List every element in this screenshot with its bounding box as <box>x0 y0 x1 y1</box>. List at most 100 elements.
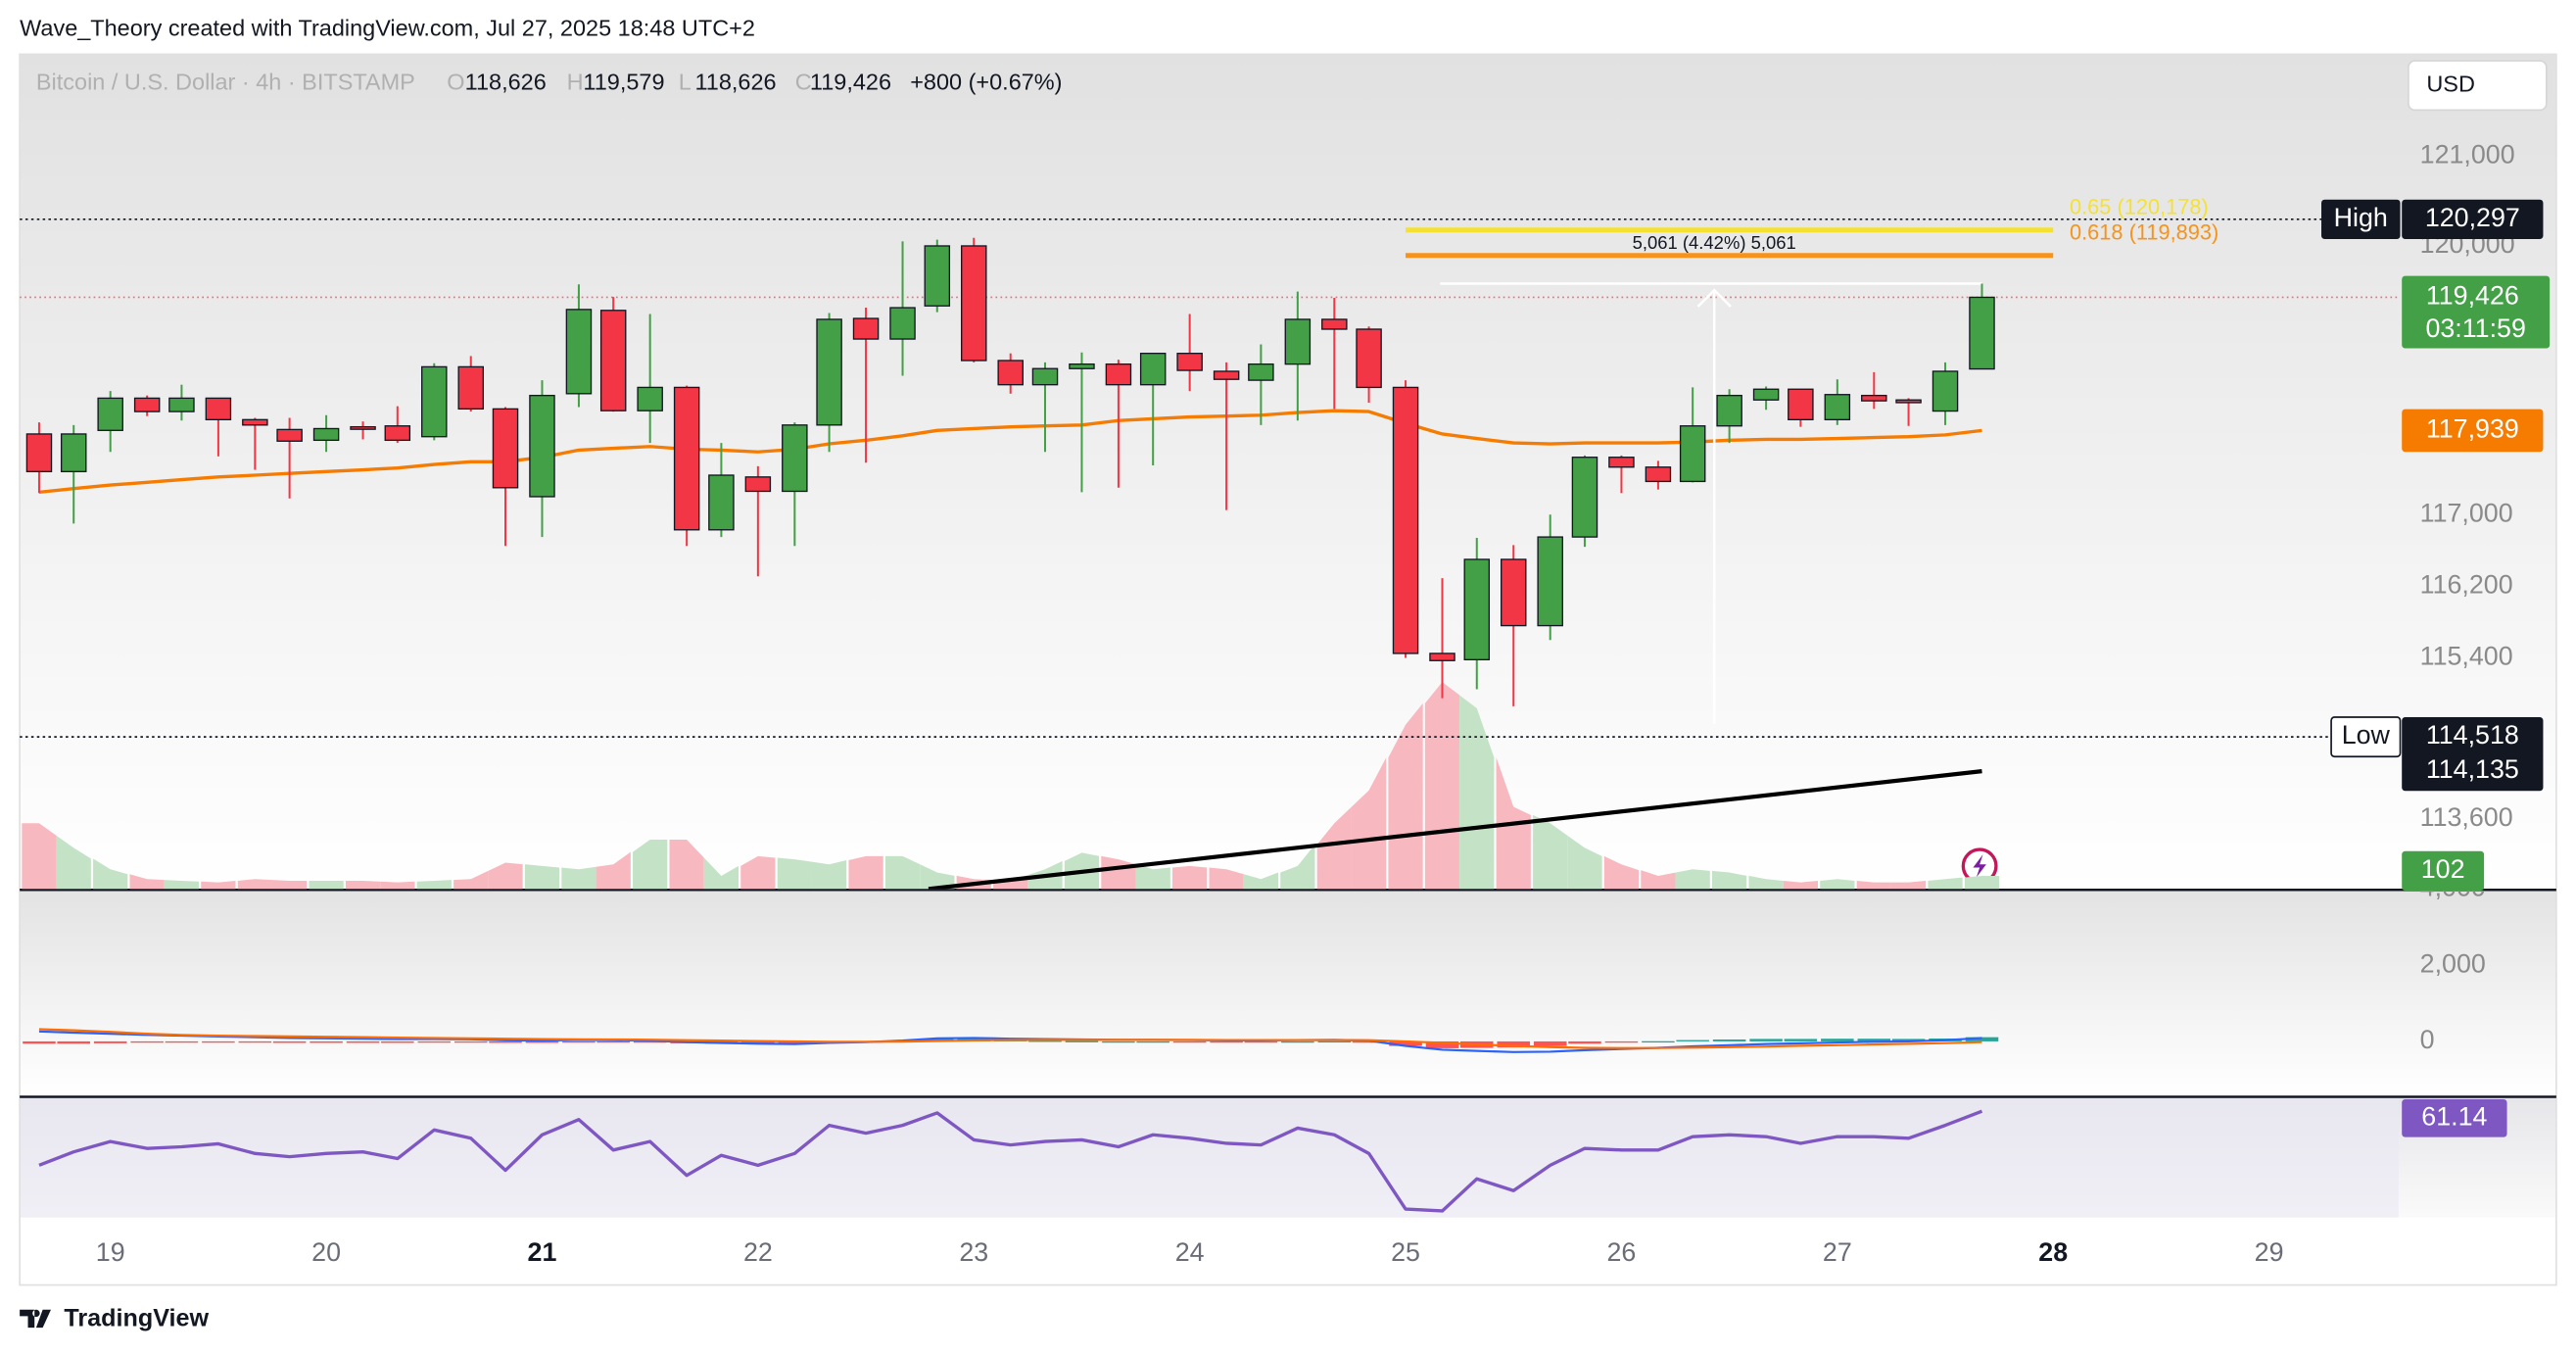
logo: TradingView <box>20 1304 209 1331</box>
volume-area <box>561 866 596 890</box>
x-tick-label: 27 <box>1823 1237 1852 1267</box>
ema-price: 117,939 <box>2426 413 2519 443</box>
y-tick-label: 116,200 <box>2420 569 2513 599</box>
candle-body <box>1463 558 1491 660</box>
macd-histogram-bar <box>562 1040 596 1043</box>
candle-body <box>1500 558 1527 627</box>
last-price: 119,426 <box>2426 281 2519 311</box>
macd-histogram-bar <box>1533 1040 1567 1046</box>
macd-histogram-bar <box>238 1040 272 1043</box>
macd-histogram-bar <box>1497 1040 1531 1048</box>
volume-area <box>1748 875 1784 890</box>
candle-body <box>1248 363 1274 381</box>
candle-body <box>1392 386 1419 654</box>
candle-body <box>1031 367 1059 386</box>
volume-area <box>453 870 489 890</box>
y-tick-label: 117,000 <box>2420 498 2513 527</box>
volume-area <box>309 880 344 890</box>
low-tag-label: Low <box>2342 720 2391 750</box>
rsi-band <box>20 1097 2399 1218</box>
high-price-box <box>2402 199 2544 239</box>
candle-body <box>492 408 519 489</box>
macd-histogram-bar <box>1352 1040 1386 1043</box>
candle-body <box>1645 466 1672 483</box>
high-tag-label: High <box>2334 203 2388 232</box>
macd-histogram-bar <box>1891 1039 1926 1041</box>
candle-body <box>1752 388 1780 401</box>
candle-body <box>1069 363 1095 369</box>
macd-histogram-bar <box>346 1040 380 1043</box>
macd-histogram-bar <box>93 1040 127 1043</box>
volume-area <box>1424 682 1460 890</box>
candle-body <box>1788 388 1814 421</box>
volume-area <box>129 874 165 890</box>
low-tag <box>2330 716 2402 758</box>
trend-price: 114,135 <box>2426 754 2519 784</box>
credit: Wave_Theory created with TradingView.com… <box>20 15 755 40</box>
macd-histogram-bar <box>778 1040 812 1044</box>
macd-histogram-bar <box>1712 1039 1746 1041</box>
volume-area <box>1316 806 1352 890</box>
candle-body <box>25 433 53 473</box>
volume-area <box>1820 879 1855 890</box>
volume-area <box>1209 867 1244 890</box>
volume-area <box>1641 870 1676 890</box>
macd-histogram-bar <box>1136 1040 1169 1043</box>
macd-histogram-bar <box>1604 1040 1639 1043</box>
candle-body <box>1895 399 1922 404</box>
candle-body <box>242 418 268 426</box>
candle-body <box>1824 394 1851 421</box>
icon-bolt <box>1973 854 1986 878</box>
volume-area <box>1280 845 1315 890</box>
low-price-box <box>2402 717 2544 757</box>
rsi-last: 61.14 <box>2421 1101 2487 1131</box>
candle-body <box>997 360 1024 386</box>
macd-histogram-bar <box>489 1040 522 1043</box>
macd-histogram-bar <box>1676 1040 1709 1041</box>
volume-area <box>884 855 921 890</box>
macd-histogram-bar <box>310 1040 343 1043</box>
candle-body <box>599 310 627 411</box>
candle-body <box>744 476 772 493</box>
macd-histogram-bar <box>272 1040 307 1043</box>
candle-body <box>384 425 411 442</box>
volume-area <box>1783 880 1818 890</box>
volume-area <box>703 857 739 890</box>
volume-area <box>1928 877 1963 890</box>
volume-area <box>777 857 812 890</box>
symbol-title: Bitcoin / U.S. Dollar · 4h · BITSTAMP <box>36 70 415 95</box>
volume-area <box>201 880 236 890</box>
macd-histogram-bar <box>453 1040 488 1043</box>
date-axis <box>20 1217 2556 1285</box>
x-tick-label: 19 <box>96 1237 125 1267</box>
candle-body <box>1213 370 1240 380</box>
volume-area <box>1712 870 1747 890</box>
measure-arrow <box>1696 288 1732 308</box>
volume-area <box>488 862 523 890</box>
candle-body <box>708 474 735 531</box>
high-tag <box>2321 199 2401 239</box>
volume-area <box>524 864 560 890</box>
x-tick-label: 21 <box>528 1237 557 1267</box>
main-overlays <box>20 218 2399 890</box>
logo-icon <box>20 1309 51 1329</box>
volume-area <box>848 855 883 890</box>
macd-histogram-bar <box>1172 1040 1207 1043</box>
currency: USD <box>2426 71 2475 96</box>
macd-histogram-bar <box>1857 1039 1891 1041</box>
candle-body <box>1139 353 1167 386</box>
volume-area <box>811 860 847 890</box>
volume-area <box>416 880 452 890</box>
x-tick-label: 23 <box>959 1237 988 1267</box>
candle-body <box>673 386 700 531</box>
currency-button[interactable] <box>2408 60 2548 112</box>
candle-body <box>924 245 951 307</box>
candle-body <box>133 397 161 412</box>
candle-body <box>1321 318 1348 330</box>
volume-area <box>345 880 381 890</box>
macd-histogram-bar <box>633 1040 667 1043</box>
candle-body <box>1608 457 1635 468</box>
candle-body <box>205 397 232 421</box>
candle-body <box>97 397 123 431</box>
